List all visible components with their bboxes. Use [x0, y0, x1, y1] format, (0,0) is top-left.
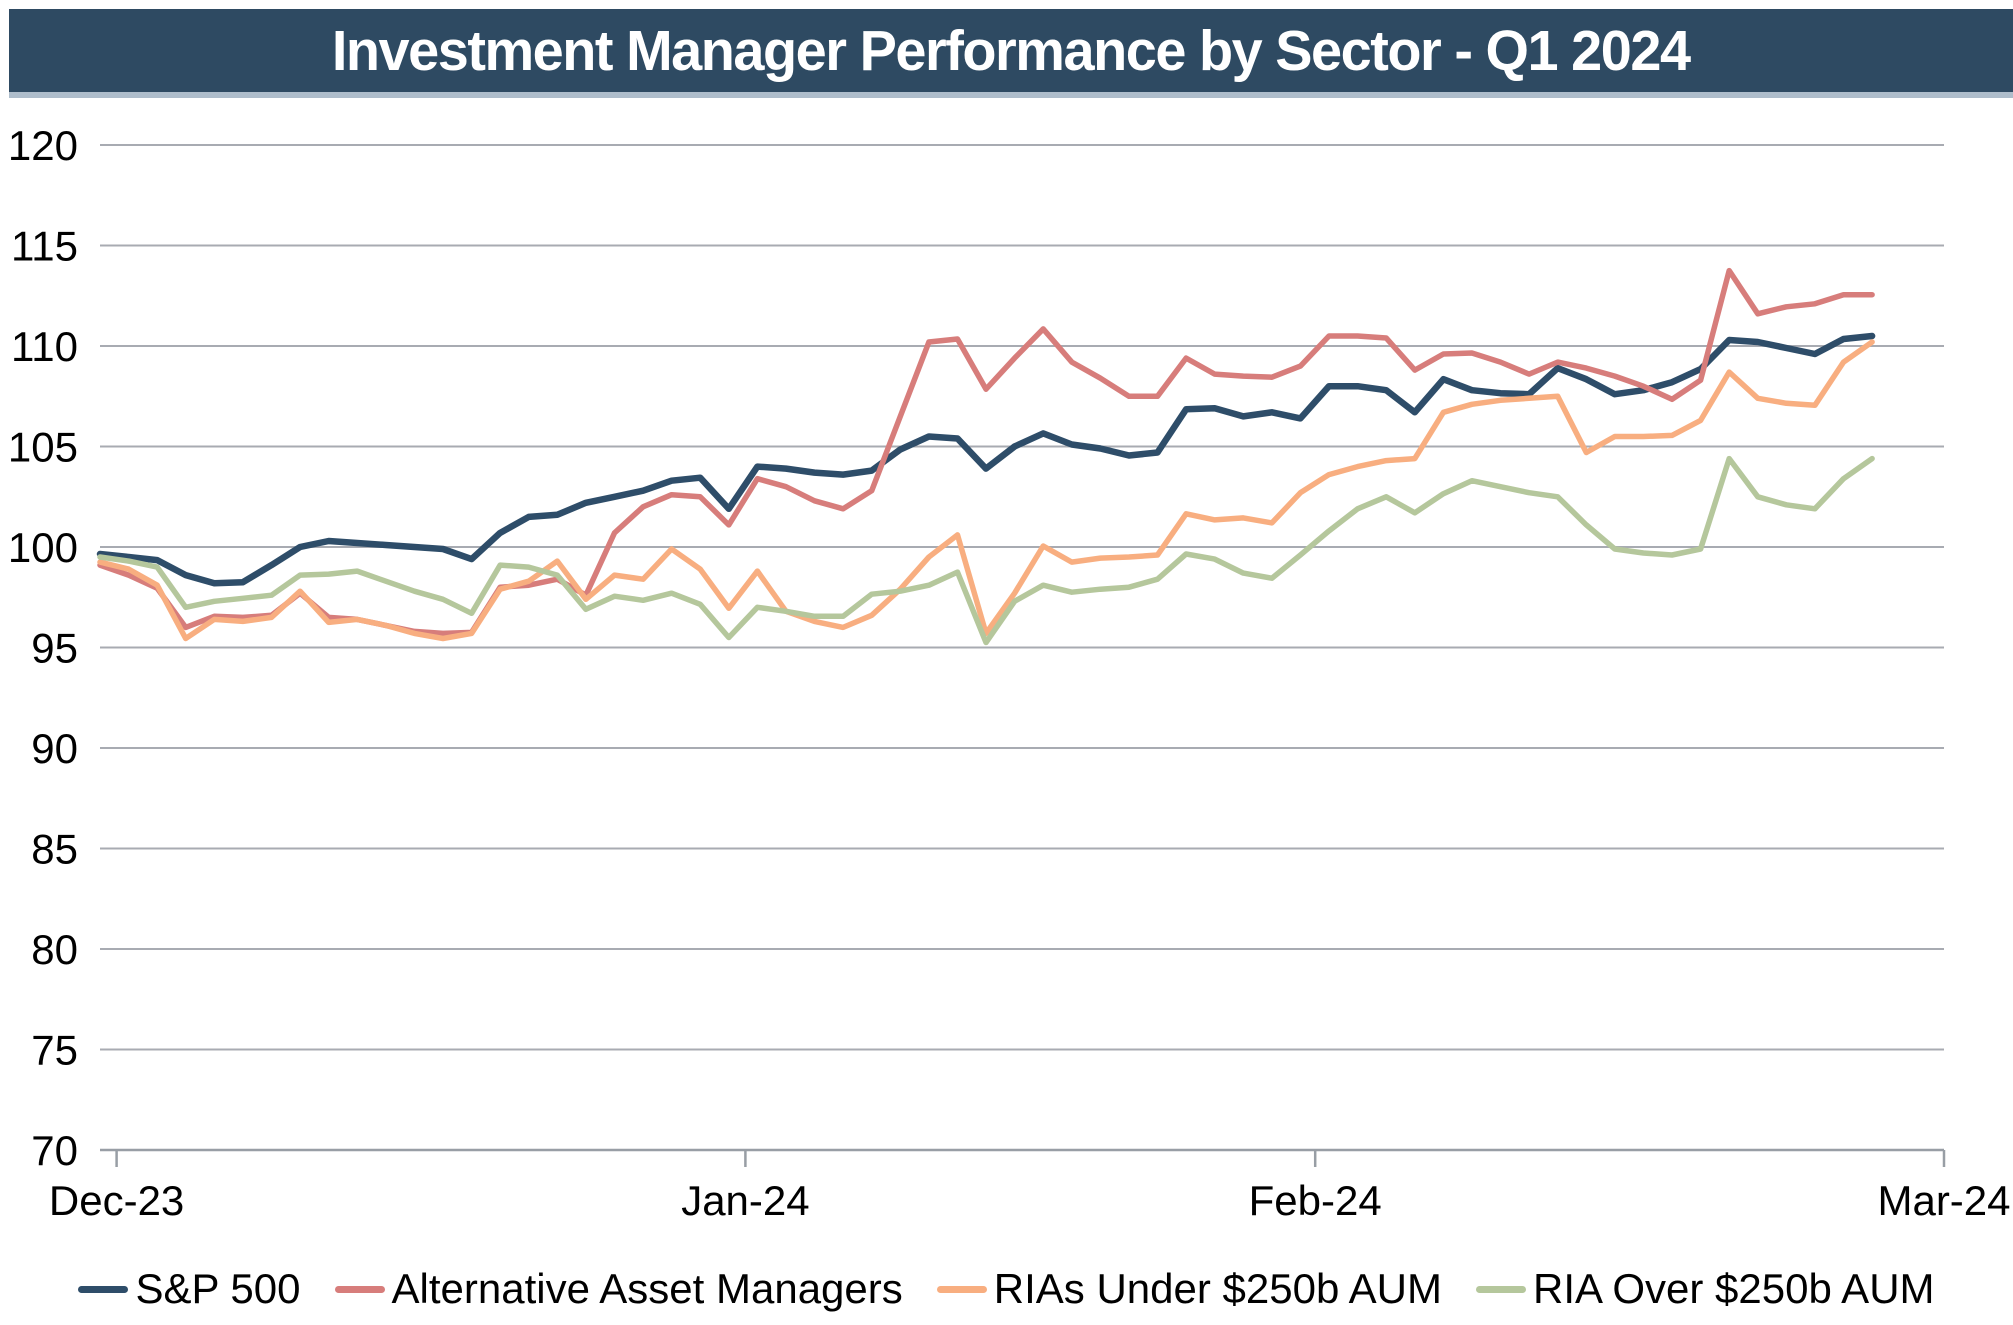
legend-swatch-s-p-500	[78, 1285, 129, 1293]
chart-title: Investment Manager Performance by Sector…	[332, 18, 1691, 83]
y-axis-tick-label: 95	[31, 625, 78, 672]
series-line-s-p-500	[96, 332, 1876, 587]
legend-label: Alternative Asset Managers	[391, 1265, 903, 1312]
y-axis-tick-label: 85	[31, 826, 78, 873]
y-axis-tick-label: 90	[31, 725, 78, 772]
y-axis-tick-label: 80	[31, 926, 78, 973]
y-axis-tick-label: 120	[8, 122, 78, 169]
x-axis-tick-label: Jan-24	[681, 1177, 809, 1224]
y-axis-tick-label: 70	[31, 1127, 78, 1174]
legend-swatch-rias-under-250b-aum	[936, 1285, 987, 1293]
series-line-alternative-asset-managers	[97, 267, 1875, 637]
legend-item-rias-under-250b-aum: RIAs Under $250b AUM	[936, 1265, 1442, 1313]
legend-item-s-p-500: S&P 500	[78, 1265, 301, 1313]
series-line-ria-over-250b-aum	[97, 455, 1875, 646]
y-axis-tick-label: 75	[31, 1027, 78, 1074]
y-axis-tick-label: 115	[11, 223, 78, 270]
legend-item-alternative-asset-managers: Alternative Asset Managers	[334, 1265, 903, 1313]
legend-label: RIAs Under $250b AUM	[993, 1265, 1442, 1312]
series-line-rias-under-250b-aum	[97, 339, 1875, 642]
y-axis-tick-label: 110	[11, 323, 78, 370]
chart-legend: S&P 500 Alternative Asset Managers RIAs Un…	[0, 1258, 2013, 1320]
y-axis-tick-label: 105	[8, 424, 78, 471]
chart-title-bar: Investment Manager Performance by Sector…	[9, 9, 2013, 98]
x-axis-tick-label: Feb-24	[1249, 1177, 1382, 1224]
legend-swatch-alternative-asset-managers	[334, 1285, 385, 1293]
y-axis-tick-label: 100	[8, 524, 78, 571]
x-axis-tick-label: Dec-23	[49, 1177, 184, 1224]
legend-item-ria-over-250b-aum: RIA Over $250b AUM	[1475, 1265, 1935, 1313]
x-axis-tick-label: Mar-24	[1877, 1177, 2010, 1224]
legend-swatch-ria-over-250b-aum	[1475, 1285, 1526, 1293]
legend-label: S&P 500	[135, 1265, 301, 1312]
legend-label: RIA Over $250b AUM	[1532, 1265, 1935, 1312]
